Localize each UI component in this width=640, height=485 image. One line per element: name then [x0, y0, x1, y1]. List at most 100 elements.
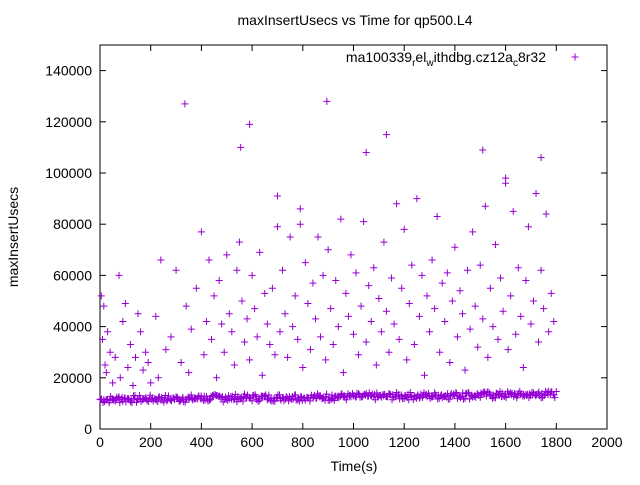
data-point — [121, 300, 129, 308]
data-point — [209, 392, 217, 400]
data-point — [380, 392, 388, 400]
data-point — [116, 374, 124, 382]
data-point — [479, 315, 487, 323]
data-point — [471, 302, 479, 310]
data-point — [509, 207, 517, 215]
data-point — [142, 348, 150, 356]
data-point — [334, 392, 342, 400]
data-point — [225, 392, 233, 400]
data-point — [385, 348, 393, 356]
data-point — [428, 393, 436, 401]
data-point — [535, 388, 543, 396]
data-point — [408, 261, 416, 269]
data-point — [438, 279, 446, 287]
data-point — [362, 338, 370, 346]
data-point — [220, 348, 228, 356]
data-point — [405, 300, 413, 308]
data-point — [206, 395, 214, 403]
data-point — [380, 238, 388, 246]
data-point — [476, 261, 484, 269]
data-point — [162, 346, 170, 354]
data-point — [181, 100, 189, 108]
data-point — [271, 397, 279, 405]
legend-label-part: r — [412, 58, 416, 69]
legend: ma100339relwithdbg.cz12ac8r32 — [346, 49, 579, 69]
data-point — [233, 266, 241, 274]
data-point — [273, 393, 281, 401]
data-point — [173, 394, 181, 402]
data-point — [152, 395, 160, 403]
data-point — [343, 393, 351, 401]
data-point — [137, 328, 145, 336]
data-point — [307, 394, 315, 402]
x-tick-label: 400 — [190, 434, 214, 450]
data-point — [520, 390, 528, 398]
data-point — [271, 351, 279, 359]
data-point — [494, 335, 502, 343]
data-point — [246, 120, 254, 128]
data-point — [100, 302, 108, 310]
data-point — [459, 310, 467, 318]
data-point — [448, 297, 456, 305]
data-point — [403, 356, 411, 364]
data-point — [388, 274, 396, 282]
data-point — [316, 393, 324, 401]
data-point — [133, 396, 141, 404]
data-point — [344, 312, 352, 320]
data-point — [390, 320, 398, 328]
data-point — [523, 392, 531, 400]
data-point — [311, 315, 319, 323]
data-point — [507, 391, 515, 399]
axis-ticks: 0 200 400 600 800 1000 1200 1400 1600 1800 2000020… — [45, 45, 623, 450]
data-point — [342, 289, 350, 297]
y-tick-label: 40000 — [53, 319, 92, 335]
y-tick-label: 140000 — [45, 63, 92, 79]
data-point — [109, 379, 117, 387]
data-point — [142, 395, 150, 403]
data-point — [306, 346, 314, 354]
data-point — [419, 391, 427, 399]
data-point — [270, 394, 278, 402]
data-point — [116, 399, 124, 407]
data-point — [295, 397, 303, 405]
data-point — [177, 358, 185, 366]
data-point — [99, 335, 107, 343]
data-point — [537, 154, 545, 162]
data-point — [212, 392, 220, 400]
data-point — [235, 238, 243, 246]
data-point — [223, 251, 231, 259]
data-point — [299, 364, 307, 372]
data-point — [139, 366, 147, 374]
data-point — [444, 390, 452, 398]
data-point — [197, 228, 205, 236]
data-point — [332, 277, 340, 285]
data-point — [415, 312, 423, 320]
data-point — [218, 320, 226, 328]
data-point — [360, 218, 368, 226]
data-point — [497, 274, 505, 282]
legend-marker — [571, 53, 579, 61]
x-tick-label: 200 — [139, 434, 163, 450]
data-point — [349, 392, 357, 400]
data-point — [238, 297, 246, 305]
data-point — [514, 392, 522, 400]
data-point — [191, 394, 199, 402]
data-point — [251, 305, 259, 313]
data-point — [202, 317, 210, 325]
data-point — [498, 389, 506, 397]
data-point — [456, 392, 464, 400]
data-point — [446, 358, 454, 366]
data-point — [296, 205, 304, 213]
data-point — [491, 241, 499, 249]
data-point — [200, 351, 208, 359]
data-point — [281, 310, 289, 318]
data-point — [115, 393, 123, 401]
legend-label-part: ithdbg.cz12a — [434, 49, 514, 65]
data-point — [310, 393, 318, 401]
data-point — [514, 264, 522, 272]
data-point — [294, 335, 302, 343]
data-point — [319, 394, 327, 402]
data-point — [460, 395, 468, 403]
data-point — [400, 225, 408, 233]
data-point — [416, 393, 424, 401]
